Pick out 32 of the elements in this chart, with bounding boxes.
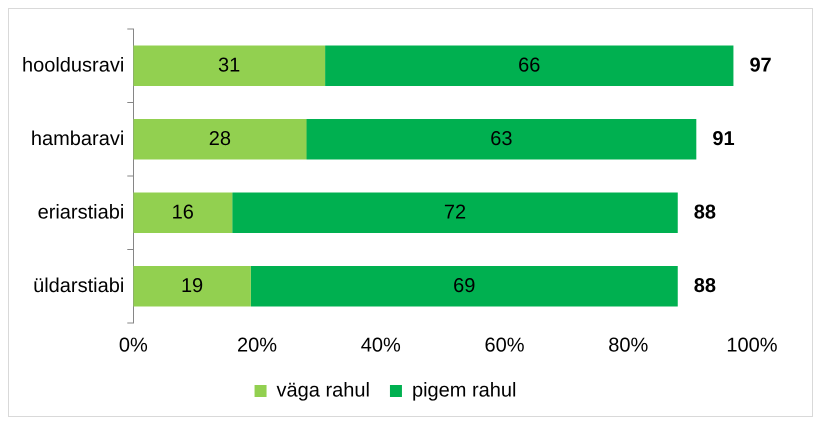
total-label: 91 — [712, 128, 735, 150]
data-label: 63 — [490, 128, 513, 150]
data-label: 19 — [180, 274, 204, 297]
data-label: 16 — [172, 201, 194, 224]
bar — [306, 119, 696, 160]
x-tick-label: 0% — [118, 334, 148, 357]
y-tick-label: hooldusravi — [22, 54, 124, 76]
y-tick-label: hambaravi — [30, 128, 124, 150]
data-label: 72 — [444, 201, 466, 224]
y-tick-label: eriarstiabi — [38, 201, 124, 224]
bar — [133, 46, 326, 86]
total-label: 88 — [694, 274, 716, 297]
y-tick-label: üldarstiabi — [33, 274, 124, 297]
bar — [250, 266, 678, 306]
bar — [133, 119, 307, 160]
bar — [232, 192, 678, 233]
x-tick-label: 40% — [360, 334, 401, 357]
legend-label: väga rahul — [276, 380, 370, 402]
data-label: 31 — [218, 54, 240, 76]
x-tick-label: 60% — [484, 334, 525, 357]
data-label: 28 — [208, 128, 232, 150]
x-tick-label: 80% — [608, 334, 648, 357]
bar — [133, 192, 232, 233]
x-tick-label: 20% — [237, 334, 278, 357]
total-label: 88 — [694, 201, 716, 224]
data-label: 69 — [453, 274, 476, 297]
data-label: 66 — [518, 54, 540, 76]
bar — [325, 46, 734, 86]
total-label: 97 — [749, 54, 772, 76]
bar — [133, 266, 251, 306]
x-tick-label: 100% — [726, 334, 778, 357]
legend-label: pigem rahul — [412, 380, 516, 402]
